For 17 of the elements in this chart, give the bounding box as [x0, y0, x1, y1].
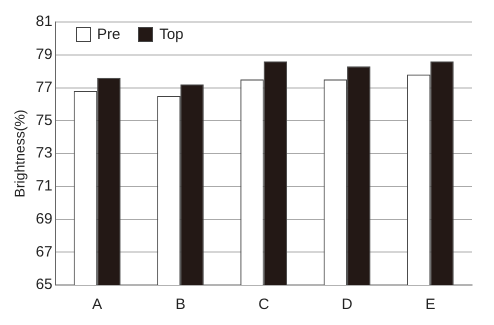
y-tick-label: 77: [36, 78, 52, 96]
y-tick-label: 81: [36, 13, 52, 30]
x-tick-label: B: [175, 296, 186, 314]
x-tick-label: C: [258, 296, 270, 314]
x-tick-label: A: [92, 296, 102, 314]
y-tick-label: 73: [36, 144, 52, 162]
x-tick-label: E: [425, 296, 436, 314]
y-tick-label: 79: [36, 46, 52, 64]
legend-label: Top: [159, 26, 184, 43]
y-tick-label: 71: [36, 178, 52, 195]
text: Pre: [97, 26, 120, 43]
y-tick-label: 67: [36, 243, 52, 260]
y-tick-label: 75: [36, 112, 52, 129]
x-tick-label: D: [342, 296, 353, 314]
y-tick-label: 69: [36, 210, 52, 228]
y-axis-title: Brightness(%): [11, 110, 28, 198]
y-tick-label: 65: [36, 276, 52, 294]
